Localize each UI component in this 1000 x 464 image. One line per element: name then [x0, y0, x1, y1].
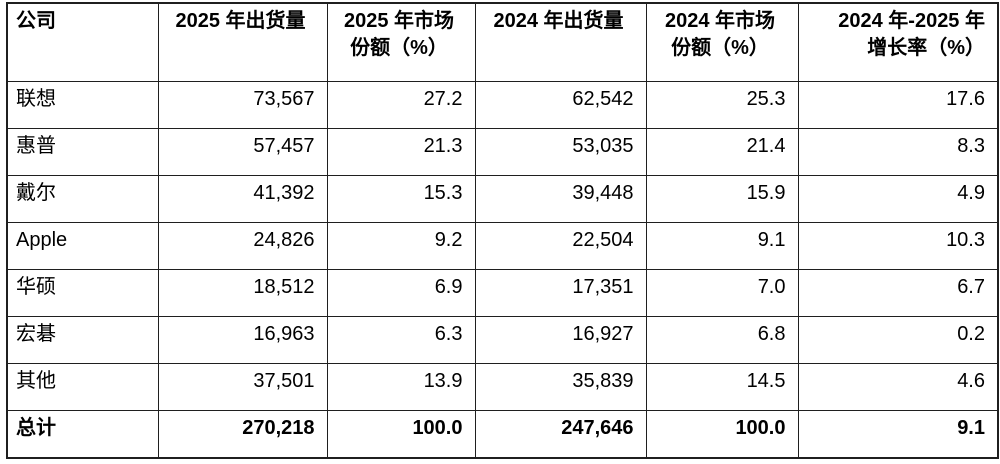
value-cell: 17,351 [474, 269, 647, 317]
company-cell: 华硕 [6, 269, 159, 317]
header-ship-2024: 2024 年出货量 [474, 2, 647, 82]
header-ship-2025-label: 2025 年出货量 [175, 10, 306, 32]
value-cell: 18,512 [157, 269, 328, 317]
header-row: 公司 2025 年出货量 2025 年市场 份额（%） 2024 年出货量 20… [6, 2, 999, 82]
table-row: Apple 24,826 9.2 22,504 9.1 10.3 [6, 222, 999, 270]
shipment-table-container: 公司 2025 年出货量 2025 年市场 份额（%） 2024 年出货量 20… [6, 2, 999, 459]
table-row: 宏碁 16,963 6.3 16,927 6.8 0.2 [6, 316, 999, 364]
value-cell: 9.2 [326, 222, 476, 270]
value-cell: 21.4 [645, 128, 799, 176]
table-row: 华硕 18,512 6.9 17,351 7.0 6.7 [6, 269, 999, 317]
value-cell: 247,646 [474, 410, 647, 459]
table-row: 其他 37,501 13.9 35,839 14.5 4.6 [6, 363, 999, 411]
value-cell: 25.3 [645, 81, 799, 129]
value-cell: 73,567 [157, 81, 328, 129]
value-cell: 9.1 [797, 410, 999, 459]
table-header: 公司 2025 年出货量 2025 年市场 份额（%） 2024 年出货量 20… [6, 2, 999, 82]
header-share-2025-line2: 份额（%） [350, 37, 448, 59]
header-growth-line2: 增长率（%） [867, 37, 985, 59]
table-row: 戴尔 41,392 15.3 39,448 15.9 4.9 [6, 175, 999, 223]
company-cell: 总计 [6, 410, 159, 459]
company-cell: 戴尔 [6, 175, 159, 223]
header-share-2024-line2: 份额（%） [671, 37, 769, 59]
value-cell: 8.3 [797, 128, 999, 176]
value-cell: 15.3 [326, 175, 476, 223]
company-cell: 其他 [6, 363, 159, 411]
header-ship-2025: 2025 年出货量 [157, 2, 328, 82]
value-cell: 24,826 [157, 222, 328, 270]
company-cell: 宏碁 [6, 316, 159, 364]
value-cell: 22,504 [474, 222, 647, 270]
value-cell: 270,218 [157, 410, 328, 459]
header-share-2024: 2024 年市场 份额（%） [645, 2, 799, 82]
value-cell: 41,392 [157, 175, 328, 223]
header-share-2025-line1: 2025 年市场 [343, 10, 455, 32]
value-cell: 16,963 [157, 316, 328, 364]
value-cell: 4.9 [797, 175, 999, 223]
value-cell: 15.9 [645, 175, 799, 223]
value-cell: 13.9 [326, 363, 476, 411]
pc-shipment-table: 公司 2025 年出货量 2025 年市场 份额（%） 2024 年出货量 20… [6, 2, 999, 459]
table-row: 联想 73,567 27.2 62,542 25.3 17.6 [6, 81, 999, 129]
value-cell: 53,035 [474, 128, 647, 176]
value-cell: 10.3 [797, 222, 999, 270]
value-cell: 6.9 [326, 269, 476, 317]
value-cell: 27.2 [326, 81, 476, 129]
header-company-label: 公司 [16, 10, 56, 32]
header-growth: 2024 年-2025 年 增长率（%） [797, 2, 999, 82]
value-cell: 100.0 [645, 410, 799, 459]
value-cell: 21.3 [326, 128, 476, 176]
header-growth-line1: 2024 年-2025 年 [838, 10, 985, 32]
value-cell: 17.6 [797, 81, 999, 129]
value-cell: 14.5 [645, 363, 799, 411]
company-cell: 联想 [6, 81, 159, 129]
header-share-2024-line1: 2024 年市场 [664, 10, 776, 32]
value-cell: 6.3 [326, 316, 476, 364]
table-body: 联想 73,567 27.2 62,542 25.3 17.6 惠普 57,457 21.3 53… [6, 81, 999, 459]
company-cell: 惠普 [6, 128, 159, 176]
company-cell: Apple [6, 222, 159, 270]
value-cell: 39,448 [474, 175, 647, 223]
value-cell: 0.2 [797, 316, 999, 364]
value-cell: 6.8 [645, 316, 799, 364]
table-row: 惠普 57,457 21.3 53,035 21.4 8.3 [6, 128, 999, 176]
value-cell: 4.6 [797, 363, 999, 411]
value-cell: 9.1 [645, 222, 799, 270]
total-row: 总计 270,218 100.0 247,646 100.0 9.1 [6, 410, 999, 459]
value-cell: 7.0 [645, 269, 799, 317]
value-cell: 35,839 [474, 363, 647, 411]
value-cell: 57,457 [157, 128, 328, 176]
value-cell: 37,501 [157, 363, 328, 411]
header-company: 公司 [6, 2, 159, 82]
header-share-2025: 2025 年市场 份额（%） [326, 2, 476, 82]
value-cell: 100.0 [326, 410, 476, 459]
header-ship-2024-label: 2024 年出货量 [493, 10, 624, 32]
value-cell: 6.7 [797, 269, 999, 317]
value-cell: 16,927 [474, 316, 647, 364]
value-cell: 62,542 [474, 81, 647, 129]
